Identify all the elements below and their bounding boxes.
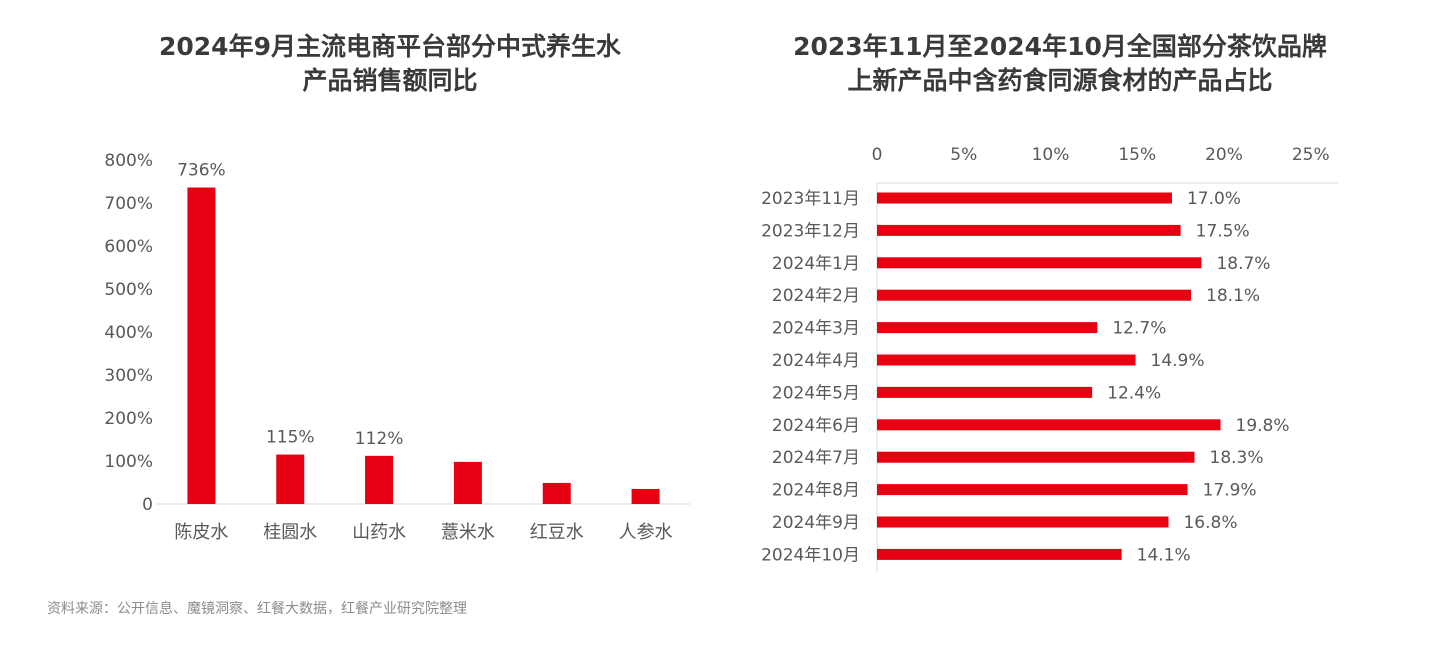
left-bar-3 xyxy=(453,461,482,504)
left-y-tick: 500% xyxy=(104,280,153,300)
right-bar-9 xyxy=(877,484,1188,496)
left-title-line2: 产品销售额同比 xyxy=(302,66,478,95)
left-y-tick: 600% xyxy=(104,237,153,257)
right-bar-10 xyxy=(877,516,1169,528)
right-bar-3 xyxy=(877,289,1192,301)
left-y-tick: 400% xyxy=(104,323,153,343)
right-bar-6 xyxy=(877,386,1093,398)
left-data-label: 115% xyxy=(266,428,315,448)
right-title-line1: 2023年11月至2024年10月全国部分茶饮品牌 xyxy=(793,32,1327,61)
right-category-label: 2024年4月 xyxy=(772,351,860,371)
left-category-label: 人参水 xyxy=(619,522,673,543)
right-title-line2: 上新产品中含药食同源食材的产品占比 xyxy=(847,66,1273,95)
right-bar-11 xyxy=(877,548,1122,560)
right-data-label: 14.1% xyxy=(1137,545,1191,565)
right-bar-8 xyxy=(877,451,1195,463)
left-y-tick: 0 xyxy=(142,495,153,515)
left-category-label: 薏米水 xyxy=(441,522,495,543)
right-data-label: 17.5% xyxy=(1196,221,1250,241)
left-category-label: 陈皮水 xyxy=(174,522,228,543)
right-data-label: 16.8% xyxy=(1183,513,1237,533)
right-bar-4 xyxy=(877,322,1098,334)
right-data-label: 12.4% xyxy=(1107,383,1161,403)
left-category-label: 桂圆水 xyxy=(263,522,317,543)
left-category-label: 红豆水 xyxy=(530,522,584,543)
right-bar-7 xyxy=(877,419,1221,431)
right-data-label: 14.9% xyxy=(1151,351,1205,371)
left-data-label: 112% xyxy=(355,429,404,449)
left-category-label: 山药水 xyxy=(352,522,406,543)
left-bar-4 xyxy=(542,482,571,504)
left-bar-1 xyxy=(276,454,305,504)
right-data-label: 18.3% xyxy=(1210,448,1264,468)
right-x-tick: 5% xyxy=(950,145,977,165)
right-category-label: 2024年2月 xyxy=(772,286,860,306)
right-category-label: 2024年1月 xyxy=(772,254,860,274)
left-y-tick: 800% xyxy=(104,151,153,171)
right-bar-1 xyxy=(877,224,1181,236)
left-y-tick: 200% xyxy=(104,409,153,429)
right-data-label: 17.0% xyxy=(1187,189,1241,209)
left-chart-title: 2024年9月主流电商平台部分中式养生水 产品销售额同比 xyxy=(60,30,720,98)
left-y-tick: 300% xyxy=(104,366,153,386)
left-bar-5 xyxy=(631,488,660,504)
right-chart-title: 2023年11月至2024年10月全国部分茶饮品牌 上新产品中含药食同源食材的产… xyxy=(700,30,1420,98)
right-data-label: 12.7% xyxy=(1112,319,1166,339)
right-data-label: 19.8% xyxy=(1236,416,1290,436)
right-data-label: 18.1% xyxy=(1206,286,1260,306)
source-note: 资料来源：公开信息、魔镜洞察、红餐大数据，红餐产业研究院整理 xyxy=(47,601,467,617)
left-bar-0 xyxy=(187,187,216,504)
right-category-label: 2023年12月 xyxy=(761,221,860,241)
right-category-label: 2024年7月 xyxy=(772,448,860,468)
right-category-label: 2024年10月 xyxy=(761,545,860,565)
left-title-line1: 2024年9月主流电商平台部分中式养生水 xyxy=(159,32,621,61)
right-category-label: 2024年8月 xyxy=(772,481,860,501)
left-data-label: 736% xyxy=(177,161,226,181)
right-x-tick: 0 xyxy=(872,145,883,165)
right-bar-0 xyxy=(877,192,1172,204)
right-category-label: 2024年9月 xyxy=(772,513,860,533)
left-y-tick: 700% xyxy=(104,194,153,214)
left-y-tick: 100% xyxy=(104,452,153,472)
left-bar-2 xyxy=(365,455,394,504)
right-x-tick: 20% xyxy=(1205,145,1243,165)
right-bar-2 xyxy=(877,257,1202,269)
right-x-tick: 15% xyxy=(1118,145,1156,165)
right-data-label: 18.7% xyxy=(1216,254,1270,274)
right-x-tick: 10% xyxy=(1032,145,1070,165)
right-category-label: 2023年11月 xyxy=(761,189,860,209)
right-data-label: 17.9% xyxy=(1203,481,1257,501)
right-x-tick: 25% xyxy=(1292,145,1330,165)
right-bar-5 xyxy=(877,354,1136,366)
right-category-label: 2024年5月 xyxy=(772,383,860,403)
right-category-label: 2024年6月 xyxy=(772,416,860,436)
right-category-label: 2024年3月 xyxy=(772,319,860,339)
